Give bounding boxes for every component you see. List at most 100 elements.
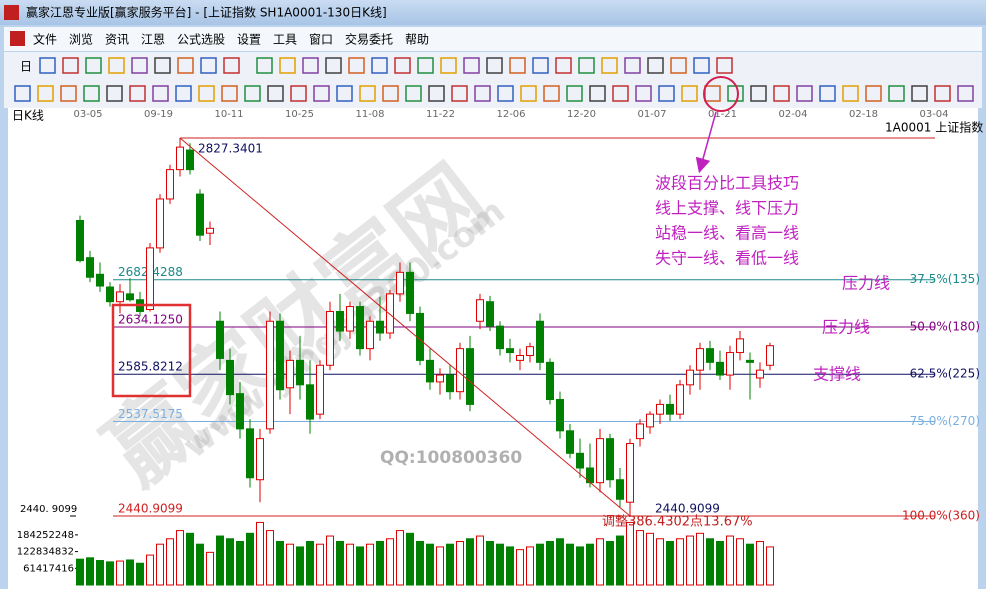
tool-icon[interactable]: [842, 85, 859, 102]
menu-item[interactable]: 浏览: [69, 32, 93, 47]
candle-body: [756, 369, 764, 379]
tool-icon[interactable]: [716, 57, 733, 74]
tool-icon[interactable]: [85, 57, 102, 74]
tool-icon[interactable]: [566, 85, 583, 102]
tool-icon[interactable]: [865, 85, 882, 102]
candle-body: [356, 306, 364, 350]
candle-body: [656, 403, 664, 415]
tool-icon[interactable]: [509, 57, 526, 74]
tool-icon[interactable]: [14, 85, 31, 102]
candle-body: [506, 348, 514, 354]
tool-icon[interactable]: [83, 85, 100, 102]
tool-icon[interactable]: [256, 57, 273, 74]
tool-icon[interactable]: [693, 57, 710, 74]
tool-icon[interactable]: [635, 85, 652, 102]
tool-icon[interactable]: [267, 85, 284, 102]
tool-icon[interactable]: [589, 85, 606, 102]
date-label: 01-07: [637, 109, 666, 120]
tool-icon[interactable]: [154, 57, 171, 74]
tool-icon[interactable]: [405, 85, 422, 102]
tool-icon[interactable]: [152, 85, 169, 102]
menu-item[interactable]: 设置: [237, 33, 261, 47]
tool-icon[interactable]: [394, 57, 411, 74]
tool-icon[interactable]: [221, 85, 238, 102]
tool-icon[interactable]: [177, 57, 194, 74]
tool-icon[interactable]: [658, 85, 675, 102]
tool-icon[interactable]: [681, 85, 698, 102]
tool-icon[interactable]: [647, 57, 664, 74]
menu-item[interactable]: 江恩: [141, 33, 165, 47]
tool-icon[interactable]: [290, 85, 307, 102]
tool-icon[interactable]: [888, 85, 905, 102]
tool-icon[interactable]: [440, 57, 457, 74]
menu-item[interactable]: 交易委托: [345, 32, 393, 47]
menu-item[interactable]: 窗口: [309, 33, 333, 47]
menu-item[interactable]: 资讯: [105, 33, 129, 47]
volume-tick-label: 61417416: [23, 563, 74, 574]
tool-icon[interactable]: [129, 85, 146, 102]
tool-icon[interactable]: [108, 57, 125, 74]
menu-item[interactable]: 公式选股: [177, 33, 225, 47]
tool-icon[interactable]: [371, 57, 388, 74]
volume-bar: [366, 543, 374, 586]
tool-icon[interactable]: [486, 57, 503, 74]
tool-icon[interactable]: [474, 85, 491, 102]
tool-icon[interactable]: [624, 57, 641, 74]
tool-icon[interactable]: [279, 57, 296, 74]
tool-icon[interactable]: [463, 57, 480, 74]
tool-icon[interactable]: [750, 85, 767, 102]
menu-item[interactable]: 帮助: [405, 33, 429, 47]
tool-icon[interactable]: [198, 85, 215, 102]
tool-icon[interactable]: [359, 85, 376, 102]
volume-bar: [386, 538, 394, 586]
title-bar: [0, 0, 986, 25]
date-label: 11-22: [426, 109, 455, 120]
tool-icon[interactable]: [244, 85, 261, 102]
tool-icon[interactable]: [60, 85, 77, 102]
tool-icon[interactable]: [428, 85, 445, 102]
tool-icon[interactable]: [520, 85, 537, 102]
tool-icon[interactable]: [131, 57, 148, 74]
volume-bar: [126, 559, 134, 586]
tool-icon[interactable]: [532, 57, 549, 74]
candle-body: [346, 306, 354, 332]
tool-icon[interactable]: [336, 85, 353, 102]
tool-icon[interactable]: [37, 85, 54, 102]
tool-icon[interactable]: [670, 57, 687, 74]
tool-icon[interactable]: [497, 85, 514, 102]
tool-icon[interactable]: [543, 85, 560, 102]
tool-icon[interactable]: [451, 85, 468, 102]
tool-icon[interactable]: [601, 57, 618, 74]
tool-icon[interactable]: [175, 85, 192, 102]
tool-icon[interactable]: [62, 57, 79, 74]
candle-body: [666, 403, 674, 415]
candle-body: [696, 348, 704, 371]
tool-icon[interactable]: [911, 85, 928, 102]
tool-icon[interactable]: [382, 85, 399, 102]
tool-icon[interactable]: [417, 57, 434, 74]
tool-icon[interactable]: [106, 85, 123, 102]
tool-icon[interactable]: [796, 85, 813, 102]
tool-icon[interactable]: [302, 57, 319, 74]
tool-icon[interactable]: [819, 85, 836, 102]
tool-icon[interactable]: [348, 57, 365, 74]
toolbar: [4, 52, 982, 108]
tool-icon[interactable]: [313, 85, 330, 102]
tool-icon[interactable]: [957, 85, 974, 102]
toolbar-label[interactable]: 日: [20, 60, 32, 74]
volume-bar: [336, 540, 344, 586]
tool-icon[interactable]: [612, 85, 629, 102]
menu-item[interactable]: 工具: [273, 33, 297, 47]
tool-icon[interactable]: [39, 57, 56, 74]
menu-item[interactable]: 文件: [33, 32, 57, 47]
tool-icon[interactable]: [578, 57, 595, 74]
tool-icon[interactable]: [555, 57, 572, 74]
tool-icon[interactable]: [934, 85, 951, 102]
tool-icon[interactable]: [200, 57, 217, 74]
tool-icon[interactable]: [325, 57, 342, 74]
tool-icon[interactable]: [773, 85, 790, 102]
candle-body: [366, 320, 374, 350]
candle-body: [86, 257, 94, 278]
tool-icon[interactable]: [223, 57, 240, 74]
volume-bar: [676, 538, 684, 586]
